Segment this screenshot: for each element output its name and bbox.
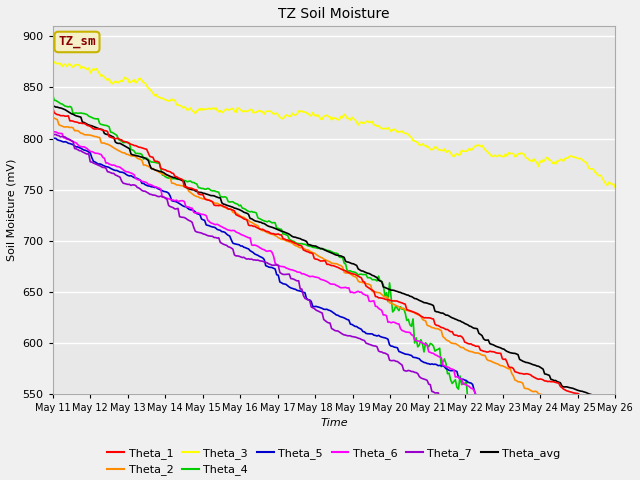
Line: Theta_6: Theta_6 (52, 132, 615, 474)
Theta_1 (611, 415, 619, 421)
Line: Theta_3: Theta_3 (52, 62, 615, 188)
Line: Theta_7: Theta_7 (52, 133, 615, 480)
Theta_avg (118, 141, 125, 147)
Theta_avg (244, 211, 252, 217)
Theta_1 (118, 137, 125, 143)
Theta_7 (236, 253, 243, 259)
Theta_4 (118, 138, 125, 144)
Theta_avg (236, 207, 243, 213)
Title: TZ Soil Moisture: TZ Soil Moisture (278, 7, 390, 21)
Theta_2 (118, 149, 125, 155)
Theta_7 (295, 278, 303, 284)
Theta_3 (218, 110, 226, 116)
Theta_7 (118, 178, 125, 184)
X-axis label: Time: Time (320, 418, 348, 428)
Theta_1 (216, 202, 224, 208)
Theta_4 (216, 194, 224, 200)
Theta_3 (49, 61, 56, 67)
Theta_4 (295, 240, 303, 246)
Theta_2 (244, 217, 252, 223)
Theta_5 (51, 135, 58, 141)
Theta_6 (216, 223, 224, 229)
Theta_2 (49, 115, 56, 121)
Legend: Theta_1, Theta_2, Theta_3, Theta_4, Theta_5, Theta_6, Theta_7, Theta_avg: Theta_1, Theta_2, Theta_3, Theta_4, Thet… (103, 444, 564, 480)
Theta_5 (582, 447, 589, 453)
Theta_5 (246, 248, 254, 253)
Theta_3 (296, 108, 304, 114)
Theta_3 (237, 107, 244, 113)
Theta_3 (51, 59, 58, 65)
Theta_6 (236, 230, 243, 236)
Theta_5 (611, 462, 619, 468)
Theta_5 (296, 288, 304, 294)
Theta_3 (119, 77, 127, 83)
Line: Theta_2: Theta_2 (52, 118, 615, 445)
Theta_3 (582, 159, 589, 165)
Line: Theta_avg: Theta_avg (52, 106, 615, 410)
Theta_5 (218, 229, 226, 235)
Theta_3 (246, 107, 254, 113)
Theta_1 (236, 214, 243, 219)
Theta_avg (611, 408, 619, 413)
Theta_6 (611, 471, 619, 477)
Line: Theta_1: Theta_1 (52, 108, 615, 418)
Theta_2 (580, 419, 588, 424)
Theta_7 (244, 256, 252, 262)
Theta_avg (216, 195, 224, 201)
Line: Theta_5: Theta_5 (52, 138, 615, 465)
Theta_1 (49, 105, 56, 111)
Theta_6 (49, 129, 56, 134)
Theta_1 (244, 222, 252, 228)
Text: TZ_sm: TZ_sm (58, 36, 96, 48)
Theta_6 (118, 166, 125, 171)
Theta_2 (216, 203, 224, 208)
Theta_5 (49, 136, 56, 142)
Theta_5 (237, 243, 244, 249)
Y-axis label: Soil Moisture (mV): Soil Moisture (mV) (7, 159, 17, 261)
Theta_4 (236, 203, 243, 209)
Theta_6 (295, 269, 303, 275)
Theta_6 (244, 235, 252, 240)
Theta_avg (295, 235, 303, 241)
Theta_7 (216, 240, 224, 245)
Theta_6 (580, 457, 588, 463)
Theta_3 (611, 185, 619, 191)
Line: Theta_4: Theta_4 (52, 95, 615, 480)
Theta_2 (611, 442, 619, 448)
Theta_7 (49, 131, 56, 136)
Theta_avg (49, 103, 56, 109)
Theta_4 (244, 208, 252, 214)
Theta_2 (236, 212, 243, 218)
Theta_1 (580, 394, 588, 399)
Theta_avg (580, 389, 588, 395)
Theta_2 (295, 244, 303, 250)
Theta_1 (295, 242, 303, 248)
Theta_4 (49, 92, 56, 97)
Theta_5 (119, 169, 127, 175)
